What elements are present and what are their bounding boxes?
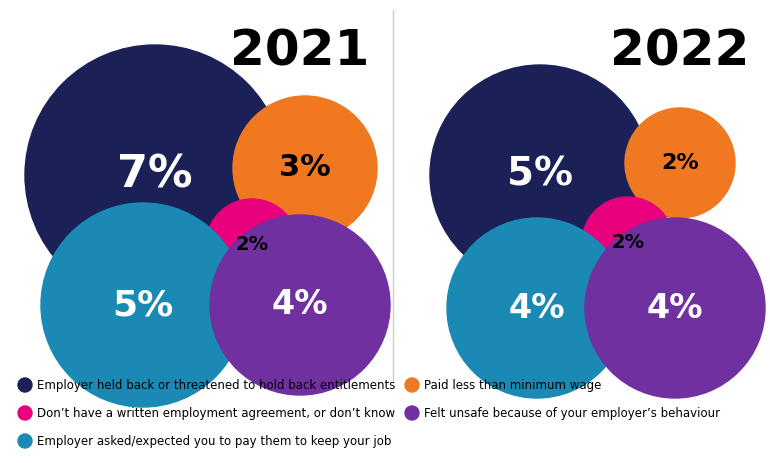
Text: 2021: 2021 [230,28,370,76]
Circle shape [430,65,650,285]
Circle shape [405,406,419,420]
Circle shape [447,218,627,398]
Text: 7%: 7% [117,154,192,196]
Text: 5%: 5% [112,288,173,322]
Circle shape [582,197,674,289]
Text: 2%: 2% [661,153,699,173]
Circle shape [585,218,765,398]
Text: Felt unsafe because of your employer’s behaviour: Felt unsafe because of your employer’s b… [424,407,720,419]
Text: 2%: 2% [236,236,269,255]
Text: Employer held back or threatened to hold back entitlements: Employer held back or threatened to hold… [37,378,395,392]
Circle shape [18,378,32,392]
Text: Employer asked/expected you to pay them to keep your job: Employer asked/expected you to pay them … [37,434,391,448]
Text: 5%: 5% [507,156,573,194]
Circle shape [405,378,419,392]
Text: 4%: 4% [647,292,703,325]
Text: Paid less than minimum wage: Paid less than minimum wage [424,378,601,392]
Circle shape [18,406,32,420]
Text: 3%: 3% [279,154,331,182]
Text: 4%: 4% [509,292,565,325]
Circle shape [18,434,32,448]
Text: 2022: 2022 [611,28,750,76]
Circle shape [625,108,735,218]
Text: 2%: 2% [611,233,644,252]
Circle shape [25,45,285,305]
Circle shape [206,199,298,291]
Circle shape [210,215,390,395]
Circle shape [41,203,245,407]
Text: 4%: 4% [272,288,328,321]
Circle shape [233,96,377,240]
Text: Don’t have a written employment agreement, or don’t know: Don’t have a written employment agreemen… [37,407,395,419]
